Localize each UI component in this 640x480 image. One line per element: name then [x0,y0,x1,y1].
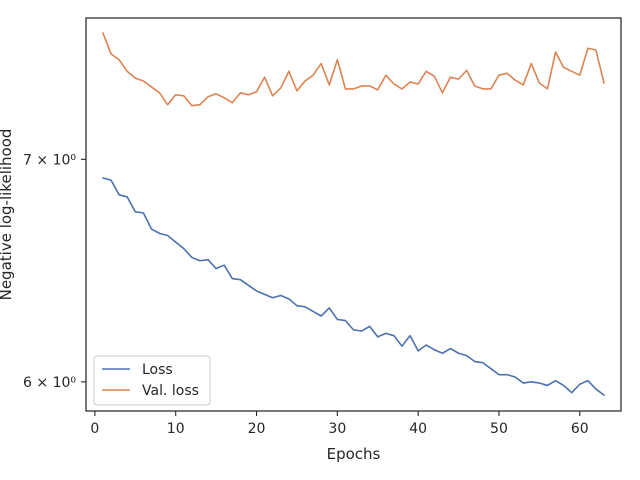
x-tick-label: 10 [167,421,185,437]
y-axis: 6 × 10⁰ 7 × 10⁰ [23,152,86,391]
x-tick-label: 50 [490,421,508,437]
y-tick-label: 7 × 10⁰ [23,152,76,168]
x-tick-label: 0 [90,421,99,437]
x-tick-label: 20 [248,421,266,437]
series-layer [102,32,605,396]
legend-label: Loss [142,362,173,378]
legend-label: Val. loss [142,383,199,399]
y-tick-label: 6 × 10⁰ [23,375,76,391]
legend: Loss Val. loss [93,355,211,406]
series-line-1 [102,32,605,107]
x-axis: 0 10 20 30 40 50 60 [90,411,589,437]
series-line-0 [102,177,605,396]
x-tick-label: 40 [409,421,427,437]
x-tick-label: 60 [571,421,589,437]
y-axis-label: Negative log-likelihood [0,129,15,301]
x-axis-label: Epochs [327,445,381,463]
x-tick-label: 30 [328,421,346,437]
plot-area-frame [85,17,622,412]
